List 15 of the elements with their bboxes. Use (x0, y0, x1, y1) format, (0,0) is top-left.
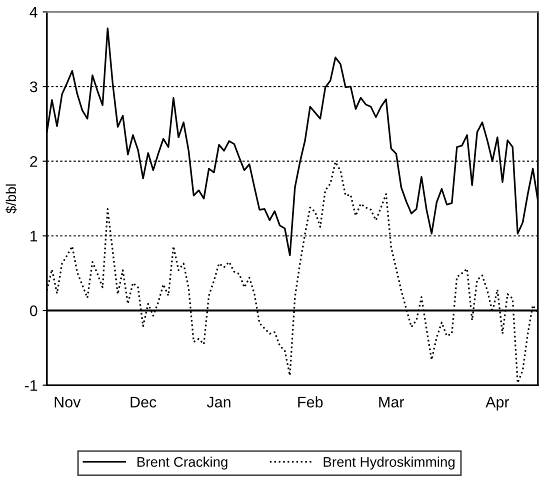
x-tick-label: Mar (379, 396, 404, 408)
x-tick-label: Dec (130, 396, 156, 408)
y-tick-label: 2 (30, 156, 38, 167)
y-tick-label: 4 (30, 6, 38, 18)
x-tick-label: Jan (206, 396, 230, 408)
legend-label: Brent Cracking (138, 456, 228, 470)
x-tick-label: Apr (486, 396, 510, 411)
y-tick-label: 0 (30, 305, 38, 316)
y-tick-label: 3 (30, 81, 38, 92)
x-tick-label: Nov (54, 396, 81, 408)
y-tick-label: 1 (30, 230, 38, 242)
y-axis-title: $/bbl (6, 184, 17, 214)
legend-label: Brent Hydroskimming (324, 456, 455, 470)
x-tick-label: Feb (298, 396, 323, 408)
y-tick-label: -1 (24, 380, 38, 391)
